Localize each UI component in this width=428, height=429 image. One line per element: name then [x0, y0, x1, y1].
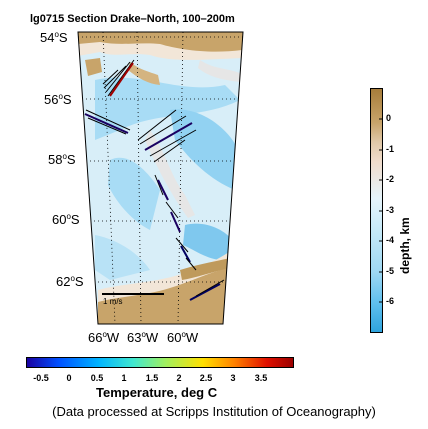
abyssal-plain [95, 235, 150, 280]
lon-label-66: 66oW [88, 330, 120, 345]
temp-tick: 1.5 [145, 373, 159, 383]
depth-tick: -1 [386, 144, 395, 154]
land [180, 258, 230, 280]
land [98, 268, 228, 324]
lat-label-62: 62oS [56, 274, 84, 289]
abyssal-plain [95, 77, 240, 140]
credit-line: (Data processed at Scripps Institution o… [52, 404, 376, 419]
lat-label-56: 56oS [44, 92, 72, 107]
temp-tick: 0.5 [90, 373, 104, 383]
temp-tick: 3 [230, 373, 236, 383]
depth-tick: -2 [386, 174, 395, 184]
depth-tick: 0 [386, 113, 392, 123]
temp-tick: 2.5 [199, 373, 213, 383]
temp-tick: 3.5 [254, 373, 268, 383]
depth-tick: -4 [386, 235, 395, 245]
temp-tick: 1 [121, 373, 127, 383]
depth-colorbar [370, 88, 383, 333]
temperature-colorbar [26, 357, 294, 368]
abyssal-plain [183, 223, 232, 261]
abyssal-plain [170, 109, 238, 190]
current-vectors [84, 59, 225, 301]
lat-label-60: 60oS [52, 212, 80, 227]
depth-tick: -5 [386, 266, 395, 276]
temp-tick: -0.5 [33, 373, 49, 383]
ridge [198, 60, 242, 82]
land [128, 62, 160, 85]
lat-label-54: 54oS [40, 30, 68, 45]
map-title: lg0715 Section Drake–North, 100–200m [30, 13, 235, 25]
temp-tick: 0 [66, 373, 72, 383]
abyssal-plain [108, 157, 160, 230]
land [78, 32, 243, 52]
map-frame [77, 31, 244, 325]
temp-tick: 2 [176, 373, 182, 383]
lon-label-60: 60oW [167, 330, 199, 345]
scale-label: 1 m/s [103, 297, 123, 306]
depth-tick: -3 [386, 205, 395, 215]
lon-label-63: 63oW [127, 330, 159, 345]
depth-colorbar-title: depth, km [398, 216, 412, 274]
depth-tick: -6 [386, 296, 395, 306]
temperature-colorbar-title: Temperature, deg C [96, 385, 218, 400]
lat-label-58: 58oS [48, 152, 76, 167]
land [85, 58, 102, 76]
